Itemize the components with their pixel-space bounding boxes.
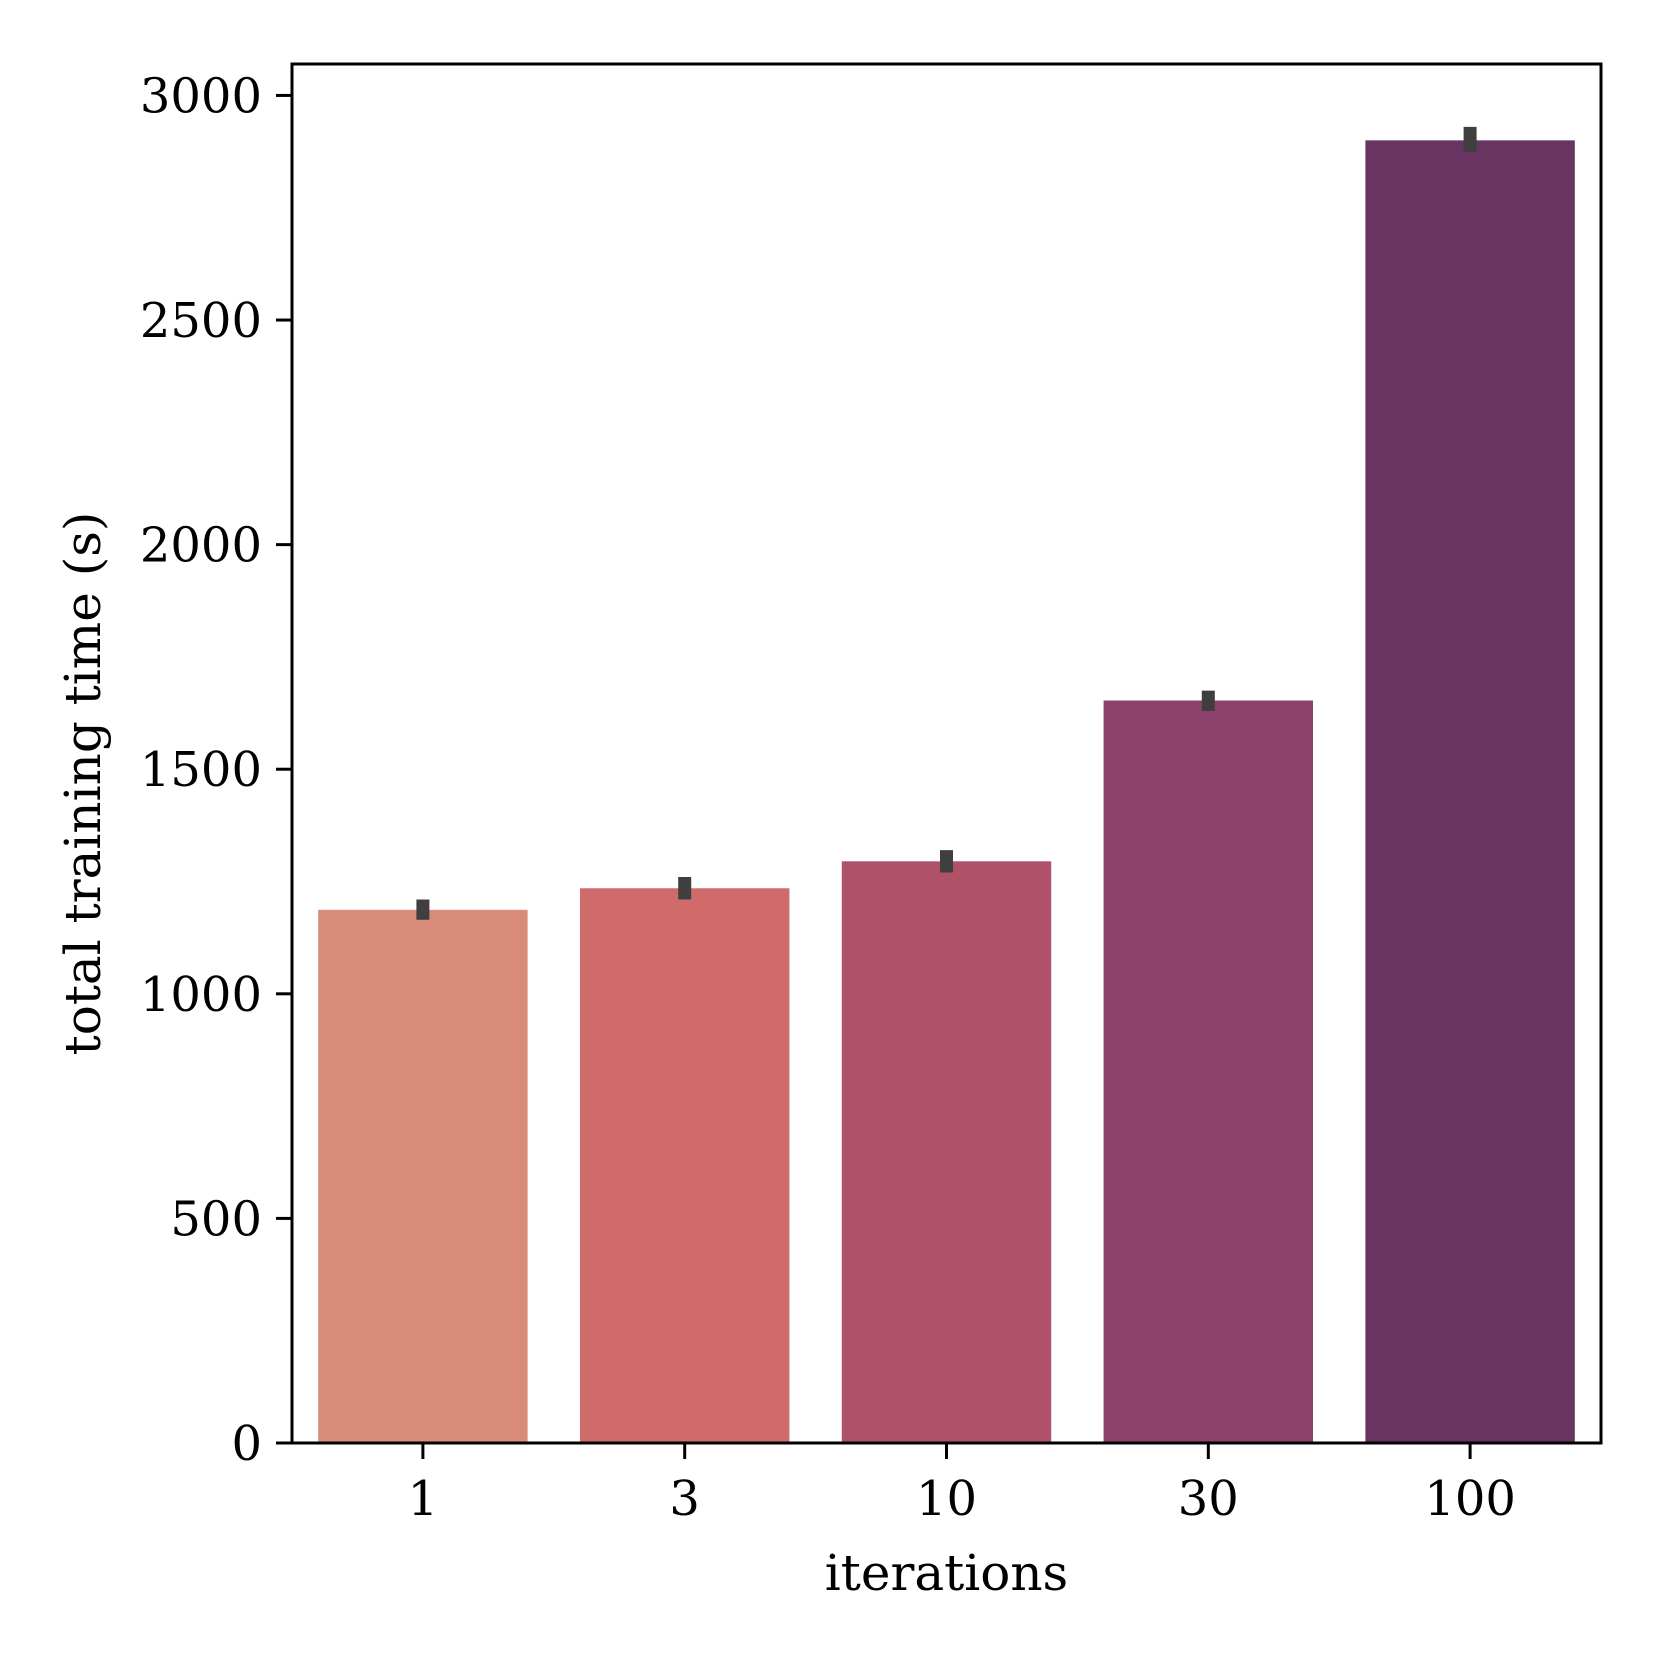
bar-1 — [318, 909, 528, 1443]
error-bars-group — [416, 126, 1477, 920]
y-tick-label: 0 — [231, 1416, 262, 1472]
y-tick-label: 3000 — [140, 68, 262, 124]
y-tick-label: 1000 — [140, 967, 262, 1023]
y-axis-ticks: 0 500 1000 1500 2000 2500 3000 — [140, 68, 292, 1472]
x-tick-label: 30 — [1178, 1471, 1239, 1527]
bar-100 — [1365, 140, 1575, 1443]
bar-3 — [579, 888, 790, 1443]
bars-group — [318, 140, 1575, 1443]
y-tick-label: 500 — [170, 1191, 262, 1247]
y-tick-label: 2500 — [140, 293, 262, 349]
bar-30 — [1103, 700, 1314, 1443]
x-tick-label: 100 — [1424, 1471, 1516, 1527]
x-tick-label: 1 — [408, 1471, 439, 1527]
bar-10 — [841, 861, 1052, 1443]
x-tick-label: 3 — [669, 1471, 700, 1527]
y-axis-label: total training time (s) — [54, 512, 112, 1056]
x-axis-label: iterations — [825, 1544, 1068, 1602]
y-tick-label: 2000 — [140, 518, 262, 574]
x-axis-ticks: 1 3 10 30 100 — [408, 1443, 1516, 1527]
x-tick-label: 10 — [916, 1471, 977, 1527]
y-tick-label: 1500 — [140, 742, 262, 798]
